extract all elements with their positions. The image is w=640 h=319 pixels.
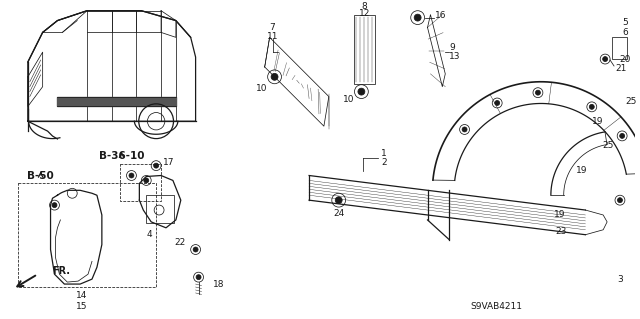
Circle shape <box>196 275 201 280</box>
Bar <box>353 15 375 84</box>
Circle shape <box>52 203 57 208</box>
Text: 19: 19 <box>575 166 587 175</box>
Circle shape <box>603 56 607 62</box>
Bar <box>612 37 627 59</box>
Text: 5: 5 <box>622 18 628 27</box>
Text: 3: 3 <box>617 275 623 284</box>
Circle shape <box>462 127 467 132</box>
Text: 20: 20 <box>619 55 630 63</box>
Text: 18: 18 <box>213 279 225 289</box>
Text: 10: 10 <box>343 95 355 104</box>
Circle shape <box>358 88 365 95</box>
Text: 14: 14 <box>76 291 88 300</box>
Text: 12: 12 <box>358 9 370 18</box>
Text: 2: 2 <box>381 158 387 167</box>
Text: 17: 17 <box>163 158 175 167</box>
Text: 15: 15 <box>76 302 88 311</box>
Text: 1: 1 <box>381 149 387 158</box>
Circle shape <box>414 14 421 21</box>
Text: 9: 9 <box>449 43 455 52</box>
Circle shape <box>536 90 540 95</box>
Text: 25: 25 <box>625 97 636 106</box>
Circle shape <box>495 100 500 106</box>
Bar <box>147 195 174 223</box>
Text: 10: 10 <box>256 84 268 93</box>
Circle shape <box>271 73 278 80</box>
Text: 25: 25 <box>602 141 614 150</box>
Text: 11: 11 <box>267 32 278 41</box>
Text: 16: 16 <box>435 11 447 20</box>
Text: 24: 24 <box>333 209 344 218</box>
Text: 19: 19 <box>592 117 604 126</box>
Circle shape <box>335 197 342 204</box>
Text: FR.: FR. <box>52 266 70 276</box>
Text: S9VAB4211: S9VAB4211 <box>470 302 523 311</box>
Circle shape <box>589 104 595 109</box>
Circle shape <box>129 173 134 178</box>
Text: 7: 7 <box>269 23 275 32</box>
Text: 21: 21 <box>615 64 627 73</box>
Circle shape <box>154 163 159 168</box>
Circle shape <box>144 178 148 183</box>
Text: 4: 4 <box>147 230 152 239</box>
Text: 22: 22 <box>175 238 186 247</box>
Bar <box>120 164 161 201</box>
Bar <box>18 183 156 287</box>
Text: B-36-10: B-36-10 <box>99 151 145 161</box>
Circle shape <box>193 247 198 252</box>
Circle shape <box>618 198 623 203</box>
Text: 19: 19 <box>554 211 565 219</box>
Bar <box>58 97 176 107</box>
Circle shape <box>620 133 625 138</box>
Text: 6: 6 <box>622 28 628 37</box>
Text: 8: 8 <box>362 2 367 11</box>
Text: 13: 13 <box>449 52 461 61</box>
Text: 23: 23 <box>556 227 567 236</box>
Text: B-50: B-50 <box>28 171 54 181</box>
